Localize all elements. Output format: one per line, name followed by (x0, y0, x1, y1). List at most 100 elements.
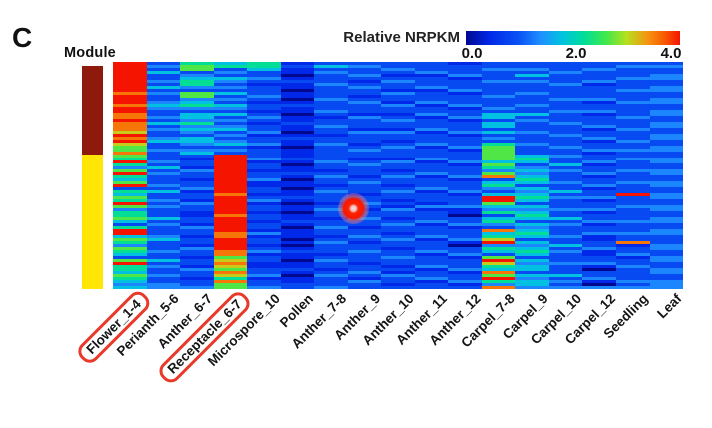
heatmap-cell (280, 79, 315, 83)
heatmap-column-carpel-12[interactable] (582, 62, 616, 289)
heatmap-cell (213, 244, 248, 248)
heatmap-cell (381, 106, 415, 110)
heatmap-cell (515, 163, 549, 167)
heatmap-column-flower-1-4[interactable] (113, 62, 147, 289)
heatmap-cell (280, 118, 315, 122)
module-bar-darkred (82, 66, 103, 155)
heatmap-cell (180, 67, 214, 71)
heatmap-cell (347, 276, 382, 280)
module-column-title: Module (64, 45, 116, 61)
heatmap-cell (180, 229, 214, 233)
heatmap-cell (280, 130, 315, 134)
heatmap-cell (314, 235, 348, 239)
heatmap-cell (649, 130, 684, 134)
heatmap-cell (213, 193, 248, 197)
heatmap-cell (146, 235, 181, 239)
heatmap-column-leaf[interactable] (649, 62, 684, 289)
heatmap-cell (615, 255, 650, 259)
heatmap-cell (582, 79, 616, 83)
heatmap-cell (247, 258, 281, 262)
heatmap-cell (481, 148, 516, 152)
heatmap-cell (414, 145, 449, 149)
heatmap-cell (113, 160, 147, 164)
heatmap-cell (347, 282, 382, 286)
heatmap-cell (180, 181, 214, 185)
heatmap-column-anther-6-7[interactable] (180, 62, 214, 289)
heatmap-cell (247, 267, 281, 271)
heatmap-cell (347, 258, 382, 262)
heatmap-cell (280, 258, 315, 262)
heatmap-cell (213, 160, 248, 164)
heatmap-cell (582, 255, 616, 259)
heatmap-cell (113, 285, 147, 289)
heatmap-cell (548, 118, 583, 122)
heatmap-cell (448, 103, 482, 107)
heatmap-cell (314, 112, 348, 116)
heatmap-cell (515, 196, 549, 200)
heatmap-column-anther-12[interactable] (448, 62, 482, 289)
heatmap-cell (515, 175, 549, 179)
heatmap-cell (481, 199, 516, 203)
heatmap-cell (448, 79, 482, 83)
heatmap-cell (615, 184, 650, 188)
heatmap-column-anther-9[interactable] (347, 62, 382, 289)
heatmap-cell (381, 193, 415, 197)
heatmap-cell (615, 211, 650, 215)
heatmap-cell (314, 76, 348, 80)
heatmap-column-anther-7-8[interactable] (314, 62, 348, 289)
heatmap-cell (180, 88, 214, 92)
heatmap-column-carpel-7-8[interactable] (481, 62, 516, 289)
heatmap-cell (481, 172, 516, 176)
heatmap-column-anther-11[interactable] (414, 62, 449, 289)
panel-label: C (12, 22, 33, 53)
heatmap-cell (314, 232, 348, 236)
heatmap-cell (113, 97, 147, 101)
heatmap-cell (548, 148, 583, 152)
heatmap-cell (414, 139, 449, 143)
heatmap-cell (414, 97, 449, 101)
heatmap-cell (247, 217, 281, 221)
heatmap-column-perianth-5-6[interactable] (146, 62, 181, 289)
heatmap-cell (280, 264, 315, 268)
heatmap-cell (582, 145, 616, 149)
heatmap-cell (448, 127, 482, 131)
heatmap-column-microspore-10[interactable] (247, 62, 281, 289)
heatmap-cell (314, 267, 348, 271)
heatmap-column-carpel-9[interactable] (515, 62, 549, 289)
heatmap-cell (615, 79, 650, 83)
heatmap-cell (247, 205, 281, 209)
heatmap-cell (649, 163, 684, 167)
heatmap-cell (314, 133, 348, 137)
heatmap-cell (649, 223, 684, 227)
heatmap-cell (649, 175, 684, 179)
heatmap-cell (247, 106, 281, 110)
heatmap-cell (448, 88, 482, 92)
heatmap-column-seedling[interactable] (615, 62, 650, 289)
heatmap-cell (180, 202, 214, 206)
heatmap-cell (314, 238, 348, 242)
heatmap-column-pollen[interactable] (280, 62, 315, 289)
heatmap-cell (247, 88, 281, 92)
heatmap-cell (347, 250, 382, 253)
heatmap-cell (448, 82, 482, 86)
heatmap-cell (414, 67, 449, 71)
heatmap-column-anther-10[interactable] (381, 62, 415, 289)
heatmap-cell (615, 199, 650, 203)
heatmap-cell (649, 148, 684, 152)
heatmap-cell (515, 103, 549, 107)
heatmap-cell (247, 76, 281, 80)
heatmap-cell (414, 199, 449, 203)
heatmap-cell (414, 109, 449, 113)
heatmap-cell (113, 121, 147, 125)
heatmap-cell (213, 258, 248, 262)
heatmap-cell (414, 276, 449, 280)
heatmap-cell (649, 103, 684, 107)
heatmap-cell (414, 181, 449, 185)
heatmap-column-carpel-10[interactable] (548, 62, 583, 289)
heatmap-canvas[interactable] (113, 62, 684, 289)
heatmap-cell (247, 109, 281, 113)
heatmap-cell (481, 100, 516, 104)
heatmap-column-receptacle-6-7[interactable] (213, 62, 248, 289)
heatmap-cell (280, 276, 315, 280)
heatmap-cell (180, 151, 214, 155)
